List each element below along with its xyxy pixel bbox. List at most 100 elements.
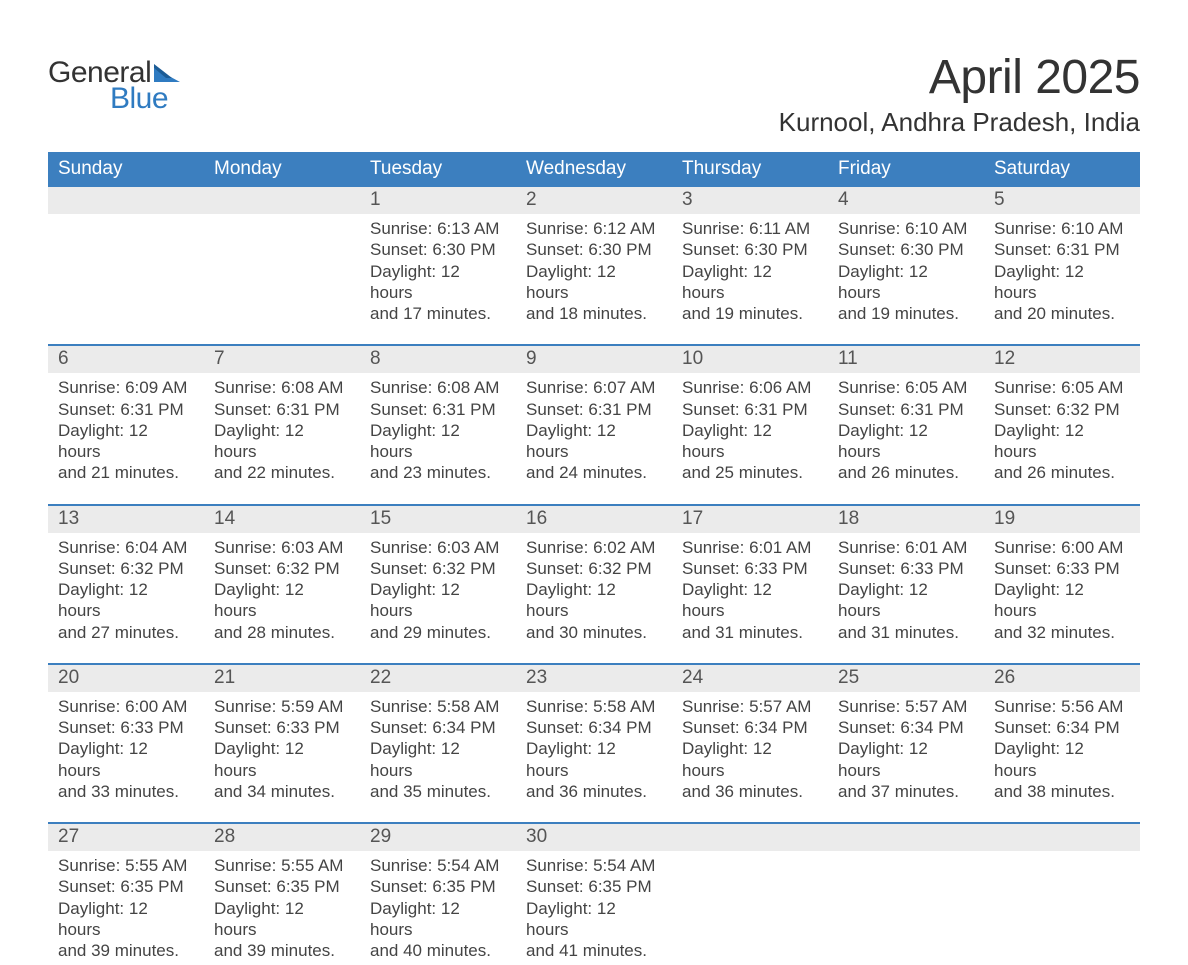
- daylight-text: and 23 minutes.: [370, 462, 506, 483]
- day-body: Sunrise: 6:08 AMSunset: 6:31 PMDaylight:…: [204, 373, 360, 483]
- daylight-text: Daylight: 12 hours: [526, 420, 662, 463]
- daylight-text: and 20 minutes.: [994, 303, 1130, 324]
- sunrise-text: Sunrise: 5:55 AM: [214, 855, 350, 876]
- day-cell: 25Sunrise: 5:57 AMSunset: 6:34 PMDayligh…: [828, 665, 984, 806]
- day-cell: 8Sunrise: 6:08 AMSunset: 6:31 PMDaylight…: [360, 346, 516, 487]
- day-number: 5: [984, 187, 1140, 214]
- day-body: Sunrise: 6:07 AMSunset: 6:31 PMDaylight:…: [516, 373, 672, 483]
- day-body: Sunrise: 5:54 AMSunset: 6:35 PMDaylight:…: [516, 851, 672, 961]
- sunset-text: Sunset: 6:34 PM: [682, 717, 818, 738]
- daylight-text: and 38 minutes.: [994, 781, 1130, 802]
- sunset-text: Sunset: 6:35 PM: [58, 876, 194, 897]
- day-number: 25: [828, 665, 984, 692]
- day-body: Sunrise: 5:55 AMSunset: 6:35 PMDaylight:…: [204, 851, 360, 961]
- weeks-container: 1Sunrise: 6:13 AMSunset: 6:30 PMDaylight…: [48, 187, 1140, 965]
- daylight-text: Daylight: 12 hours: [682, 261, 818, 304]
- day-cell: 14Sunrise: 6:03 AMSunset: 6:32 PMDayligh…: [204, 506, 360, 647]
- day-cell: 13Sunrise: 6:04 AMSunset: 6:32 PMDayligh…: [48, 506, 204, 647]
- day-cell: 22Sunrise: 5:58 AMSunset: 6:34 PMDayligh…: [360, 665, 516, 806]
- day-number: 14: [204, 506, 360, 533]
- daylight-text: and 30 minutes.: [526, 622, 662, 643]
- day-number: 3: [672, 187, 828, 214]
- sunrise-text: Sunrise: 6:01 AM: [838, 537, 974, 558]
- header: General Blue April 2025 Kurnool, Andhra …: [48, 50, 1140, 138]
- daylight-text: Daylight: 12 hours: [994, 579, 1130, 622]
- day-cell: [48, 187, 204, 328]
- day-body: Sunrise: 6:09 AMSunset: 6:31 PMDaylight:…: [48, 373, 204, 483]
- day-cell: [204, 187, 360, 328]
- day-number: 2: [516, 187, 672, 214]
- day-number: 13: [48, 506, 204, 533]
- daylight-text: Daylight: 12 hours: [526, 738, 662, 781]
- day-body: Sunrise: 6:05 AMSunset: 6:31 PMDaylight:…: [828, 373, 984, 483]
- sunset-text: Sunset: 6:31 PM: [838, 399, 974, 420]
- daylight-text: and 27 minutes.: [58, 622, 194, 643]
- day-body: Sunrise: 6:05 AMSunset: 6:32 PMDaylight:…: [984, 373, 1140, 483]
- daylight-text: Daylight: 12 hours: [58, 738, 194, 781]
- sunrise-text: Sunrise: 6:03 AM: [214, 537, 350, 558]
- daylight-text: Daylight: 12 hours: [58, 420, 194, 463]
- day-number: 30: [516, 824, 672, 851]
- day-cell: 29Sunrise: 5:54 AMSunset: 6:35 PMDayligh…: [360, 824, 516, 965]
- week-row: 27Sunrise: 5:55 AMSunset: 6:35 PMDayligh…: [48, 822, 1140, 965]
- day-body: Sunrise: 5:57 AMSunset: 6:34 PMDaylight:…: [828, 692, 984, 802]
- daylight-text: and 31 minutes.: [838, 622, 974, 643]
- day-number: 27: [48, 824, 204, 851]
- daylight-text: and 37 minutes.: [838, 781, 974, 802]
- daylight-text: Daylight: 12 hours: [682, 579, 818, 622]
- location: Kurnool, Andhra Pradesh, India: [779, 107, 1140, 138]
- day-body: Sunrise: 6:02 AMSunset: 6:32 PMDaylight:…: [516, 533, 672, 643]
- day-number: 21: [204, 665, 360, 692]
- day-number: [984, 824, 1140, 851]
- sunset-text: Sunset: 6:31 PM: [58, 399, 194, 420]
- day-cell: 9Sunrise: 6:07 AMSunset: 6:31 PMDaylight…: [516, 346, 672, 487]
- daylight-text: Daylight: 12 hours: [994, 261, 1130, 304]
- day-number: 6: [48, 346, 204, 373]
- sunset-text: Sunset: 6:31 PM: [214, 399, 350, 420]
- day-body: Sunrise: 5:58 AMSunset: 6:34 PMDaylight:…: [360, 692, 516, 802]
- sunrise-text: Sunrise: 5:54 AM: [370, 855, 506, 876]
- sunrise-text: Sunrise: 5:55 AM: [58, 855, 194, 876]
- day-cell: 16Sunrise: 6:02 AMSunset: 6:32 PMDayligh…: [516, 506, 672, 647]
- sunrise-text: Sunrise: 5:58 AM: [370, 696, 506, 717]
- day-number: 12: [984, 346, 1140, 373]
- sunset-text: Sunset: 6:30 PM: [526, 239, 662, 260]
- day-header-friday: Friday: [828, 152, 984, 187]
- day-header-thursday: Thursday: [672, 152, 828, 187]
- sunset-text: Sunset: 6:34 PM: [838, 717, 974, 738]
- day-cell: 20Sunrise: 6:00 AMSunset: 6:33 PMDayligh…: [48, 665, 204, 806]
- day-number: 28: [204, 824, 360, 851]
- day-body: Sunrise: 5:55 AMSunset: 6:35 PMDaylight:…: [48, 851, 204, 961]
- day-body: Sunrise: 5:59 AMSunset: 6:33 PMDaylight:…: [204, 692, 360, 802]
- day-cell: 5Sunrise: 6:10 AMSunset: 6:31 PMDaylight…: [984, 187, 1140, 328]
- sunset-text: Sunset: 6:34 PM: [994, 717, 1130, 738]
- sunrise-text: Sunrise: 6:03 AM: [370, 537, 506, 558]
- day-number: 23: [516, 665, 672, 692]
- daylight-text: and 28 minutes.: [214, 622, 350, 643]
- daylight-text: and 36 minutes.: [526, 781, 662, 802]
- logo: General Blue: [48, 56, 180, 116]
- sunrise-text: Sunrise: 6:00 AM: [58, 696, 194, 717]
- day-cell: 19Sunrise: 6:00 AMSunset: 6:33 PMDayligh…: [984, 506, 1140, 647]
- week-row: 20Sunrise: 6:00 AMSunset: 6:33 PMDayligh…: [48, 663, 1140, 806]
- day-cell: 18Sunrise: 6:01 AMSunset: 6:33 PMDayligh…: [828, 506, 984, 647]
- day-number: 1: [360, 187, 516, 214]
- week-row: 1Sunrise: 6:13 AMSunset: 6:30 PMDaylight…: [48, 187, 1140, 328]
- daylight-text: Daylight: 12 hours: [838, 420, 974, 463]
- daylight-text: Daylight: 12 hours: [370, 261, 506, 304]
- sunset-text: Sunset: 6:35 PM: [214, 876, 350, 897]
- sunset-text: Sunset: 6:33 PM: [682, 558, 818, 579]
- day-body: Sunrise: 6:04 AMSunset: 6:32 PMDaylight:…: [48, 533, 204, 643]
- day-body: Sunrise: 5:58 AMSunset: 6:34 PMDaylight:…: [516, 692, 672, 802]
- day-number: 29: [360, 824, 516, 851]
- sunset-text: Sunset: 6:30 PM: [838, 239, 974, 260]
- daylight-text: and 17 minutes.: [370, 303, 506, 324]
- day-cell: [984, 824, 1140, 965]
- day-cell: 7Sunrise: 6:08 AMSunset: 6:31 PMDaylight…: [204, 346, 360, 487]
- daylight-text: Daylight: 12 hours: [370, 579, 506, 622]
- sunrise-text: Sunrise: 6:09 AM: [58, 377, 194, 398]
- day-body: Sunrise: 6:08 AMSunset: 6:31 PMDaylight:…: [360, 373, 516, 483]
- sunset-text: Sunset: 6:31 PM: [682, 399, 818, 420]
- day-cell: 26Sunrise: 5:56 AMSunset: 6:34 PMDayligh…: [984, 665, 1140, 806]
- sunset-text: Sunset: 6:35 PM: [370, 876, 506, 897]
